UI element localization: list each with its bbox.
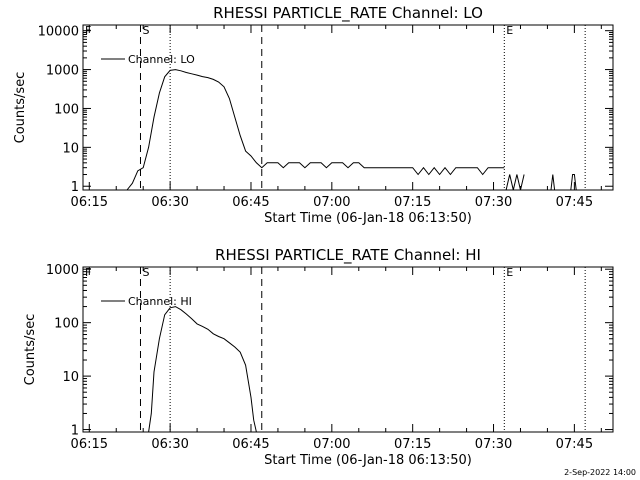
hi-marker-label: S xyxy=(142,266,149,279)
lo-data-line xyxy=(126,69,505,191)
lo-x-tick-label: 06:45 xyxy=(232,195,269,210)
lo-x-tick-label: 06:30 xyxy=(151,195,188,210)
lo-chart-title: RHESSI PARTICLE_RATE Channel: LO xyxy=(213,4,483,23)
lo-x-tick-label: 07:15 xyxy=(394,195,431,210)
lo-marker-label: F xyxy=(85,24,91,37)
hi-y-tick-label: 10 xyxy=(62,370,79,385)
lo-y-tick-label: 1 xyxy=(71,180,79,195)
lo-y-tick-label: 100 xyxy=(54,102,79,117)
hi-marker-label: E xyxy=(506,266,513,279)
hi-x-axis-label: Start Time (06-Jan-18 06:13:50) xyxy=(264,453,472,468)
lo-x-tick-label: 06:15 xyxy=(71,195,108,210)
lo-data-line xyxy=(550,174,556,191)
hi-x-tick-label: 06:45 xyxy=(232,437,269,452)
hi-x-tick-label: 07:00 xyxy=(313,437,350,452)
lo-x-tick-label: 07:00 xyxy=(313,195,350,210)
lo-data-line xyxy=(505,174,525,191)
lo-data-line xyxy=(570,174,577,191)
hi-panel: RHESSI PARTICLE_RATE Channel: HI 06:15 06:… xyxy=(23,246,614,468)
hi-x-tick-label: 07:45 xyxy=(556,437,593,452)
hi-x-tick-label: 07:30 xyxy=(475,437,512,452)
hi-x-tick-label: 07:15 xyxy=(394,437,431,452)
hi-marker-label: F xyxy=(85,266,91,279)
lo-x-tick-label: 07:30 xyxy=(475,195,512,210)
hi-y-tick-label: 100 xyxy=(54,317,79,332)
date-stamp: 2-Sep-2022 14:00 xyxy=(564,468,636,477)
lo-legend-label: Channel: LO xyxy=(128,53,195,66)
hi-y-axis-label: Counts/sec xyxy=(23,314,38,386)
lo-plot-frame xyxy=(82,24,614,191)
lo-y-tick-label: 10 xyxy=(62,141,79,156)
hi-y-tick-label: 1000 xyxy=(46,263,79,278)
lo-marker-label: E xyxy=(506,24,513,37)
hi-y-tick-label: 1 xyxy=(71,424,79,439)
lo-marker-label: S xyxy=(142,24,149,37)
lo-x-axis-label: Start Time (06-Jan-18 06:13:50) xyxy=(264,211,472,226)
hi-chart-title: RHESSI PARTICLE_RATE Channel: HI xyxy=(215,246,481,265)
hi-x-tick-label: 06:30 xyxy=(151,437,188,452)
lo-y-axis-label: Counts/sec xyxy=(13,72,28,144)
lo-y-tick-label: 1000 xyxy=(46,64,79,79)
hi-legend-label: Channel: HI xyxy=(128,295,192,308)
lo-x-tick-label: 07:45 xyxy=(556,195,593,210)
lo-panel: RHESSI PARTICLE_RATE Channel: LO 06:15 06:… xyxy=(13,4,614,226)
hi-x-tick-label: 06:15 xyxy=(71,437,108,452)
lo-y-tick-label: 10000 xyxy=(38,25,79,40)
hi-plot-frame xyxy=(82,266,614,433)
hi-data-line xyxy=(148,306,257,433)
